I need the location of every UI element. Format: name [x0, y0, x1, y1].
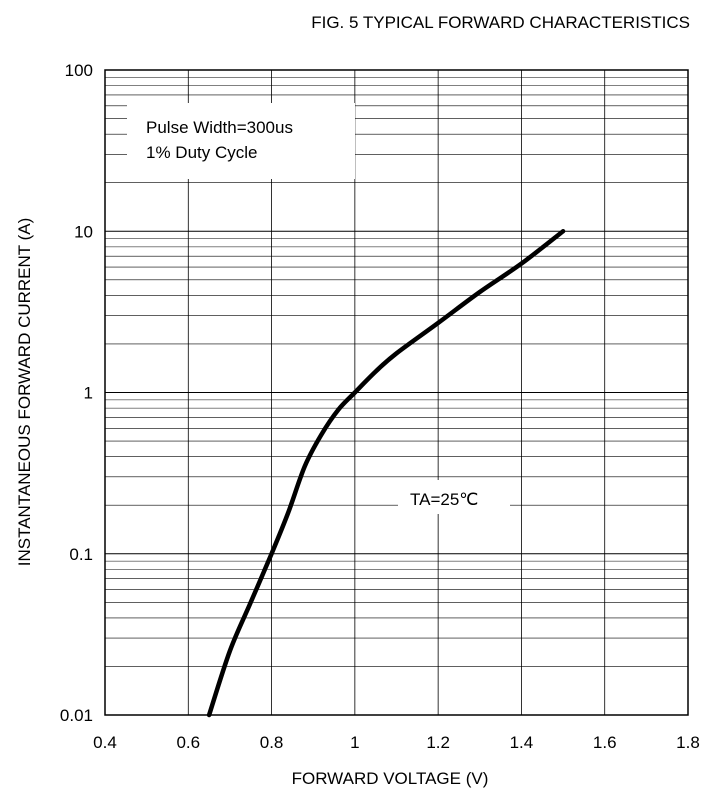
pulse-annotation-box	[127, 103, 355, 179]
grid	[105, 70, 688, 715]
annotation-temperature: TA=25℃	[410, 490, 478, 509]
x-tick-label: 0.4	[93, 733, 117, 752]
y-tick-label: 0.1	[69, 545, 93, 564]
annotation-pulse-width: Pulse Width=300us	[146, 118, 293, 137]
x-tick-labels: 0.4 0.6 0.8 1 1.2 1.4 1.6 1.8	[93, 733, 700, 752]
y-tick-label: 1	[84, 384, 93, 403]
temperature-annotation-box	[398, 480, 510, 514]
x-tick-label: 0.6	[176, 733, 200, 752]
y-tick-labels: 0.01 0.1 1 10 100	[60, 61, 93, 725]
x-tick-label: 1.2	[426, 733, 450, 752]
chart-title: FIG. 5 TYPICAL FORWARD CHARACTERISTICS	[311, 13, 690, 32]
x-tick-label: 1	[350, 733, 359, 752]
y-tick-label: 0.01	[60, 706, 93, 725]
x-tick-label: 1.6	[593, 733, 617, 752]
x-tick-label: 1.8	[676, 733, 700, 752]
forward-current-curve	[206, 229, 566, 718]
y-axis-label: INSTANTANEOUS FORWARD CURRENT (A)	[15, 218, 34, 567]
y-tick-label: 10	[74, 222, 93, 241]
x-tick-label: 1.4	[510, 733, 534, 752]
annotations: Pulse Width=300us 1% Duty Cycle TA=25℃	[127, 103, 510, 514]
y-tick-label: 100	[65, 61, 93, 80]
x-axis-label: FORWARD VOLTAGE (V)	[292, 769, 489, 788]
x-tick-label: 0.8	[260, 733, 284, 752]
annotation-duty-cycle: 1% Duty Cycle	[146, 143, 257, 162]
plot-frame	[104, 69, 689, 716]
